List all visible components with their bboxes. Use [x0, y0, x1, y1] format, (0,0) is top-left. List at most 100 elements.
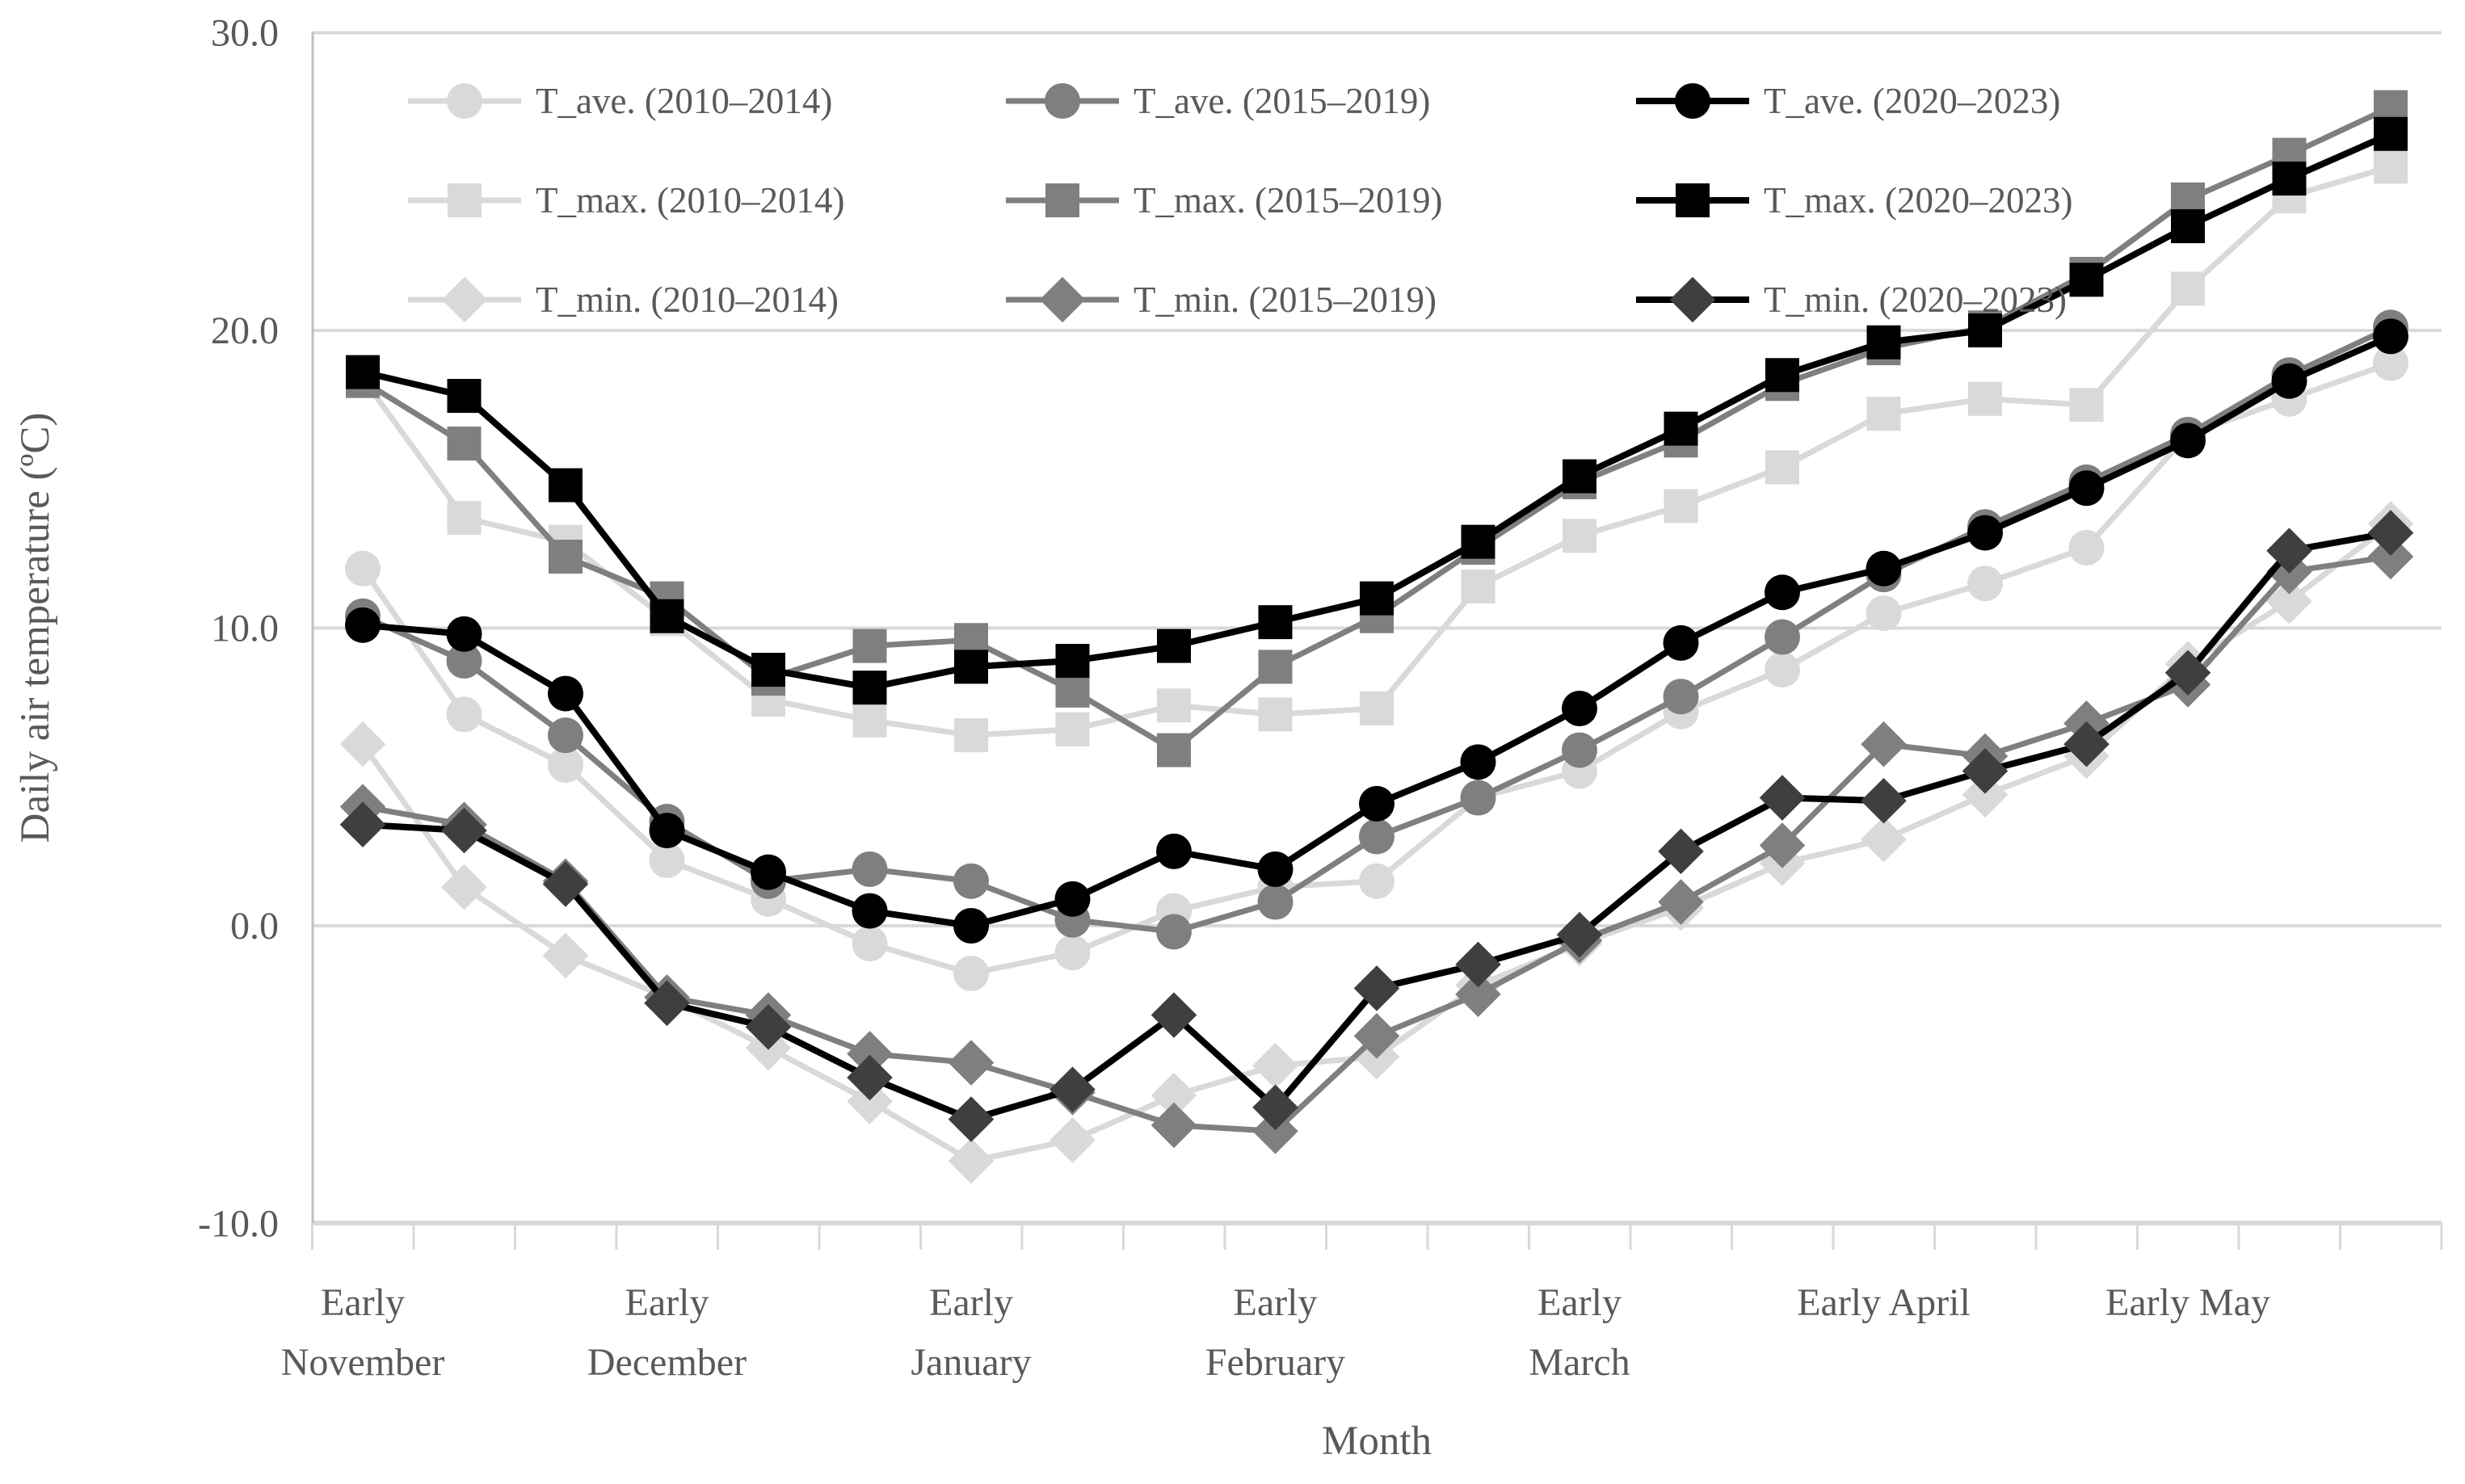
- data-point-marker: [1759, 822, 1806, 868]
- data-point-marker: [1157, 688, 1191, 723]
- data-point-marker: [1359, 785, 1394, 822]
- data-point-marker: [1675, 83, 1710, 119]
- x-month-label: Early May: [2105, 1281, 2270, 1324]
- data-point-marker: [2272, 162, 2307, 196]
- data-point-marker: [1676, 183, 1710, 217]
- data-point-marker: [1039, 276, 1086, 323]
- legend-label: T_max. (2010–2014): [536, 180, 844, 221]
- data-point-marker: [1663, 624, 1699, 661]
- x-month-label: Early: [1537, 1281, 1622, 1324]
- data-point-marker: [1663, 679, 1699, 715]
- x-month-label: March: [1529, 1341, 1630, 1384]
- data-point-marker: [2374, 149, 2408, 184]
- data-point-marker: [2266, 528, 2312, 574]
- data-point-marker: [1658, 879, 1704, 925]
- data-point-marker: [549, 540, 583, 574]
- data-point-marker: [1150, 1072, 1197, 1119]
- data-point-marker: [1258, 697, 1293, 732]
- data-point-marker: [1562, 732, 1597, 768]
- data-point-marker: [446, 643, 482, 679]
- legend-label: T_max. (2015–2019): [1134, 180, 1442, 221]
- data-point-marker: [2069, 263, 2104, 297]
- data-point-marker: [1360, 581, 1394, 616]
- data-point-marker: [2063, 721, 2110, 767]
- x-month-label: Early April: [1797, 1281, 1971, 1324]
- x-month-label: Early: [321, 1281, 405, 1324]
- legend-item-ave_2010: T_ave. (2010–2014): [408, 81, 832, 121]
- data-point-marker: [1460, 744, 1496, 780]
- data-point-marker: [1967, 565, 2003, 602]
- data-point-marker: [1968, 313, 2002, 347]
- data-point-marker: [1157, 628, 1191, 663]
- data-point-marker: [953, 955, 989, 991]
- data-point-marker: [1669, 276, 1716, 323]
- data-point-marker: [649, 842, 685, 878]
- data-point-marker: [1045, 183, 1079, 217]
- legend-item-min_2015: T_min. (2015–2019): [1006, 276, 1437, 323]
- data-point-marker: [441, 807, 487, 854]
- legend-label: T_ave. (2015–2019): [1134, 81, 1430, 121]
- y-axis-title: Daily air temperature (ºC): [13, 413, 58, 843]
- data-point-marker: [1866, 595, 1902, 632]
- series-line-max_2010: [360, 163, 2391, 738]
- data-point-marker: [1150, 1102, 1197, 1149]
- data-point-marker: [1156, 833, 1192, 869]
- data-point-marker: [548, 747, 583, 784]
- legend: T_ave. (2010–2014) T_ave. (2015–2019) T_av…: [408, 81, 2072, 323]
- data-point-marker: [447, 427, 482, 461]
- legend-item-ave_2020: T_ave. (2020–2023): [1636, 81, 2060, 121]
- data-point-marker: [2068, 470, 2105, 507]
- x-month-label: Early: [929, 1281, 1013, 1324]
- series-group: [339, 90, 2414, 1184]
- legend-label: T_ave. (2020–2023): [1764, 81, 2060, 121]
- data-point-marker: [1156, 914, 1192, 950]
- data-point-marker: [1563, 459, 1596, 494]
- data-point-marker: [1257, 884, 1293, 920]
- series-ave_2020: [345, 318, 2408, 944]
- data-point-marker: [2373, 318, 2408, 355]
- data-point-marker: [847, 1031, 893, 1077]
- data-point-marker: [446, 696, 482, 733]
- data-point-marker: [1563, 519, 1596, 553]
- data-point-marker: [542, 861, 589, 907]
- data-point-marker: [1353, 965, 1400, 1011]
- data-point-marker: [345, 550, 381, 586]
- legend-label: T_max. (2020–2023): [1764, 180, 2072, 221]
- data-point-marker: [1968, 381, 2002, 416]
- data-point-marker: [1861, 721, 1907, 767]
- data-point-marker: [1050, 1117, 1096, 1163]
- data-point-marker: [1866, 397, 1901, 431]
- y-axis-tick-labels: 30.0 20.0 10.0 0.0 -10.0: [198, 12, 279, 1246]
- legend-item-max_2020: T_max. (2020–2023): [1636, 180, 2072, 221]
- legend-label: T_min. (2010–2014): [536, 280, 839, 320]
- data-point-marker: [1962, 748, 2009, 794]
- data-point-marker: [1460, 780, 1496, 816]
- data-point-marker: [953, 908, 989, 944]
- data-point-marker: [345, 607, 381, 643]
- data-point-marker: [548, 675, 583, 712]
- data-point-marker: [2170, 422, 2206, 459]
- data-point-marker: [1257, 851, 1293, 887]
- data-point-marker: [751, 854, 786, 890]
- data-point-marker: [1455, 941, 1501, 988]
- x-month-label: January: [911, 1341, 1031, 1384]
- data-point-marker: [948, 1096, 995, 1142]
- series-max_2010: [346, 149, 2408, 753]
- data-point-marker: [1967, 515, 2003, 551]
- data-point-marker: [847, 1054, 893, 1101]
- data-point-marker: [1252, 1108, 1298, 1154]
- data-point-marker: [650, 599, 684, 633]
- data-point-marker: [954, 650, 988, 684]
- legend-item-max_2015: T_max. (2015–2019): [1006, 180, 1442, 221]
- data-point-marker: [1461, 524, 1495, 559]
- data-point-marker: [1252, 1042, 1298, 1089]
- y-tick-label: 0.0: [230, 905, 279, 948]
- data-point-marker: [1359, 818, 1394, 855]
- data-point-marker: [852, 703, 887, 738]
- data-point-marker: [948, 1040, 995, 1086]
- data-point-marker: [2367, 510, 2414, 556]
- data-point-marker: [1664, 411, 1698, 446]
- data-point-marker: [447, 83, 482, 119]
- data-point-marker: [1252, 1084, 1298, 1131]
